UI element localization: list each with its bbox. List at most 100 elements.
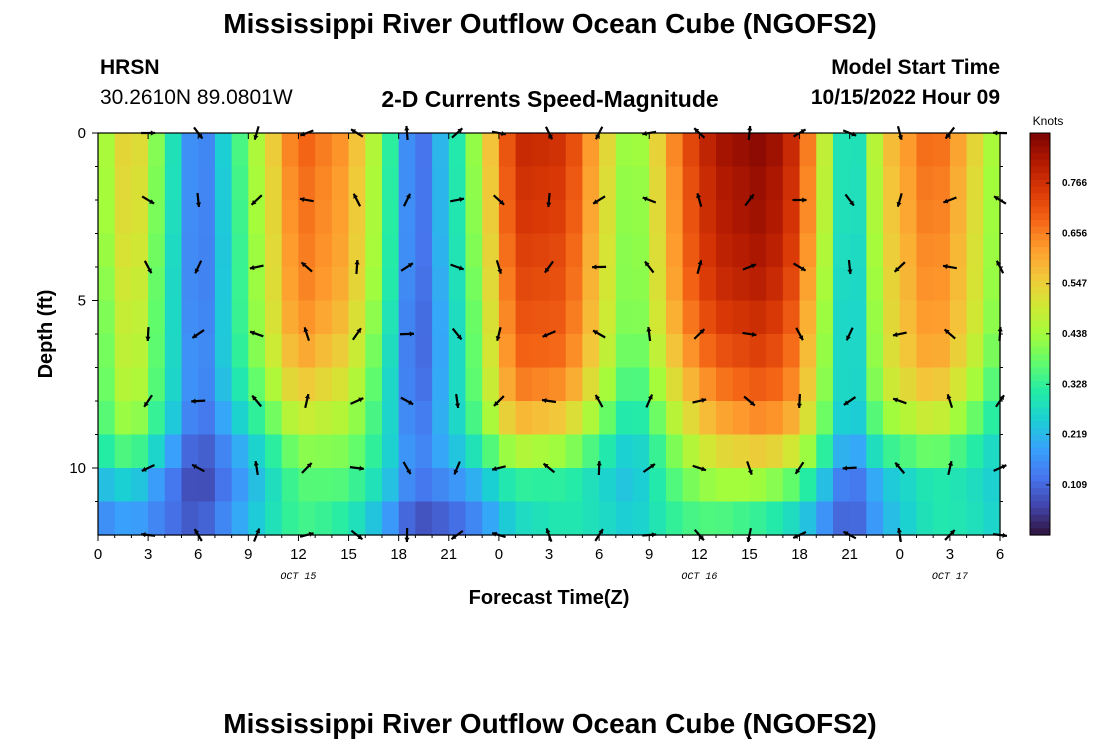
heatmap-cell (799, 501, 817, 536)
heatmap-cell (532, 200, 550, 235)
heatmap-cell (131, 434, 149, 469)
heatmap-cell (465, 300, 483, 335)
heatmap-cell (298, 501, 316, 536)
current-arrow (300, 261, 313, 273)
heatmap-cell (148, 434, 166, 469)
heatmap-cell (365, 267, 383, 302)
current-arrow (642, 463, 656, 473)
heatmap-cell (348, 401, 366, 436)
heatmap-cell (214, 166, 233, 201)
heatmap-cell (198, 166, 216, 201)
colorbar-segment (1030, 414, 1050, 422)
heatmap-cell (899, 133, 918, 168)
heatmap-cell (732, 133, 751, 168)
heatmap-cell (749, 401, 767, 436)
heatmap-cell (632, 267, 650, 302)
heatmap-cell (164, 166, 183, 201)
heatmap-cell (816, 267, 834, 302)
heatmap-cell (716, 367, 734, 402)
heatmap-cell (298, 200, 316, 235)
current-arrow (495, 326, 502, 342)
heatmap-cell (432, 300, 450, 335)
heatmap-cell (665, 401, 684, 436)
current-arrow (145, 326, 151, 342)
heatmap-cell (983, 401, 1001, 436)
heatmap-cell (515, 166, 533, 201)
current-arrow (303, 327, 311, 341)
heatmap-cell (131, 300, 149, 335)
heatmap-cell (381, 166, 400, 201)
heatmap-cell (649, 334, 667, 369)
heatmap-cell (482, 468, 500, 503)
heatmap-cell (315, 300, 333, 335)
heatmap-cell (682, 401, 700, 436)
model-start-label: Model Start Time (831, 56, 1000, 79)
heatmap-cell (98, 267, 116, 302)
heatmap-cell (866, 200, 884, 235)
current-arrow (746, 461, 753, 475)
heatmap-cell (532, 501, 550, 536)
colorbar-segment (1030, 267, 1050, 275)
heatmap-cell (916, 334, 934, 369)
heatmap-cell (315, 233, 333, 268)
heatmap-cell (983, 166, 1001, 201)
heatmap-cell (883, 468, 901, 503)
heatmap-cell (582, 133, 600, 168)
heatmap-cell (933, 200, 951, 235)
current-arrow (692, 397, 707, 404)
heatmap-cell (198, 267, 216, 302)
current-arrow (141, 195, 155, 205)
heatmap-cell (615, 166, 634, 201)
heatmap-cell (933, 267, 951, 302)
heatmap-cell (432, 200, 450, 235)
heatmap-cell (899, 334, 918, 369)
heatmap-cell (682, 367, 700, 402)
heatmap-cell (148, 401, 166, 436)
heatmap-cell (465, 401, 483, 436)
current-arrow (743, 395, 756, 407)
heatmap-cell (665, 434, 684, 469)
heatmap-cell (98, 367, 116, 402)
heatmap-cell (164, 501, 183, 536)
heatmap-cell (515, 267, 533, 302)
heatmap-cell (281, 200, 300, 235)
heatmap-cell (565, 233, 584, 268)
heatmap-cell (348, 267, 366, 302)
heatmap-cell (632, 501, 650, 536)
heatmap-cell (615, 501, 634, 536)
heatmap-cell (599, 200, 617, 235)
heatmap-cell (699, 300, 717, 335)
heatmap-cell (649, 267, 667, 302)
colorbar-segment (1030, 434, 1050, 442)
heatmap-cell (599, 468, 617, 503)
heatmap-cell (983, 334, 1001, 369)
heatmap-cell (98, 468, 116, 503)
heatmap-cell (465, 133, 483, 168)
heatmap-cell (732, 267, 751, 302)
heatmap-cell (348, 334, 366, 369)
x-tick-label: 6 (996, 546, 1004, 563)
colorbar-segment (1030, 514, 1050, 523)
heatmap-cell (966, 233, 984, 268)
heatmap-cell (248, 200, 266, 235)
heatmap-cell (749, 133, 767, 168)
heatmap-cell (498, 401, 517, 436)
heatmap-cell (432, 367, 450, 402)
heatmap-cell (498, 267, 517, 302)
heatmap-cell (966, 501, 984, 536)
heatmap-cell (933, 501, 951, 536)
x-tick-label: 15 (741, 546, 758, 563)
heatmap-cell (515, 334, 533, 369)
heatmap-cell (799, 133, 817, 168)
heatmap-cell (315, 200, 333, 235)
x-axis-label: Forecast Time(Z) (469, 587, 630, 609)
heatmap-cell (348, 166, 366, 201)
heatmap-cell (432, 401, 450, 436)
heatmap-cell (682, 300, 700, 335)
heatmap-cell (265, 166, 283, 201)
heatmap-cell (883, 233, 901, 268)
heatmap-cell (632, 233, 650, 268)
heatmap-cell (665, 233, 684, 268)
colorbar-segment (1030, 367, 1050, 375)
heatmap-cell (164, 300, 183, 335)
